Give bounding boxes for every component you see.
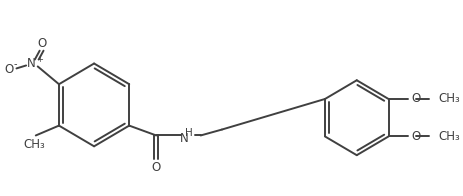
- Text: N: N: [180, 132, 188, 145]
- Text: CH₃: CH₃: [438, 93, 459, 105]
- Text: O: O: [151, 161, 161, 173]
- Text: CH₃: CH₃: [438, 130, 459, 143]
- Text: O: O: [411, 93, 420, 105]
- Text: +: +: [36, 55, 43, 64]
- Text: -: -: [13, 59, 17, 69]
- Text: N: N: [26, 57, 35, 70]
- Text: CH₃: CH₃: [23, 138, 44, 151]
- Text: H: H: [185, 129, 193, 139]
- Text: O: O: [4, 63, 13, 76]
- Text: O: O: [411, 130, 420, 143]
- Text: O: O: [37, 37, 46, 50]
